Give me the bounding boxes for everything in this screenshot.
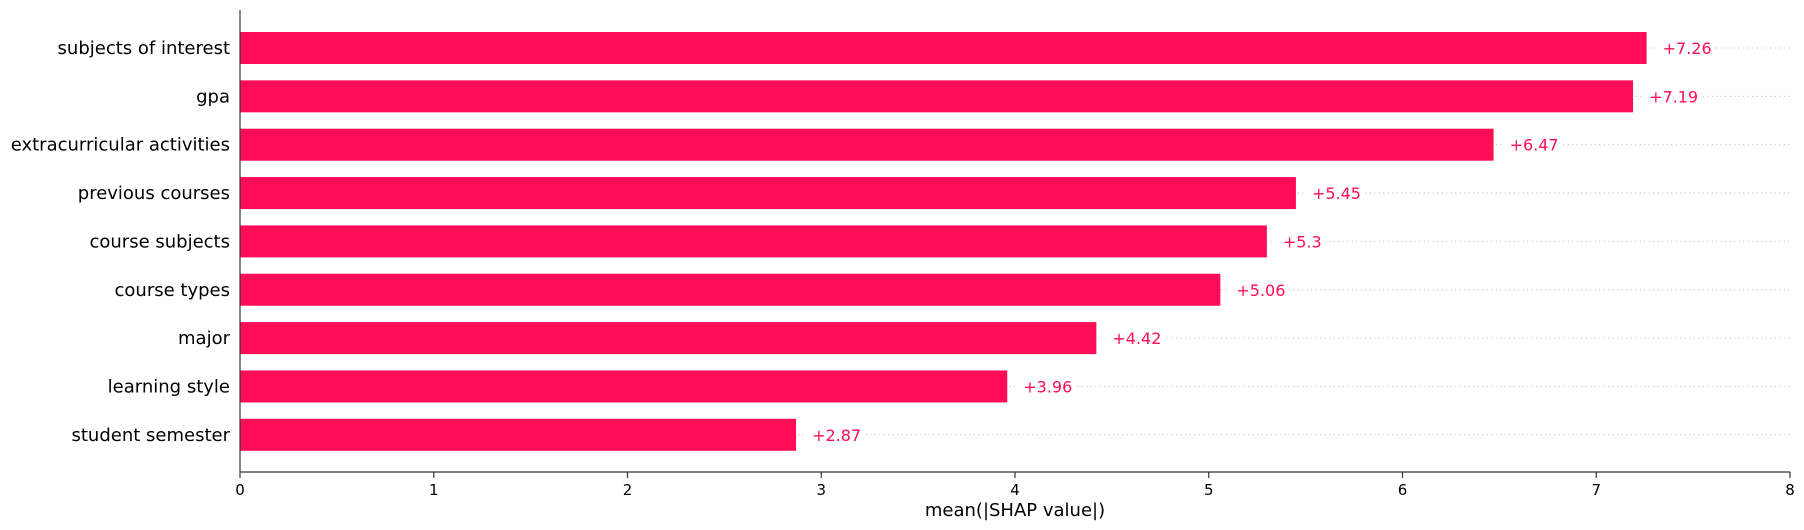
- category-label: subjects of interest: [58, 38, 230, 59]
- bar-extracurricular-activities: [240, 128, 1494, 161]
- bar-previous-courses: [240, 177, 1296, 210]
- bar-learning-style: [240, 370, 1008, 403]
- data-label-backing: [1274, 230, 1325, 253]
- data-label-backing: [1228, 278, 1289, 301]
- bars: [240, 32, 1647, 451]
- data-label: +5.3: [1283, 232, 1322, 251]
- x-tick-label: 1: [429, 481, 439, 499]
- data-label-backing: [1104, 327, 1165, 350]
- bar-major: [240, 322, 1097, 355]
- category-label: gpa: [196, 86, 230, 107]
- category-label: student semester: [71, 425, 230, 446]
- x-tick-label: 7: [1591, 481, 1601, 499]
- category-label: extracurricular activities: [11, 135, 230, 156]
- category-labels: subjects of interest gpa extracurricular a…: [11, 38, 231, 446]
- bar-course-subjects: [240, 225, 1267, 258]
- data-label-backing: [1641, 85, 1702, 108]
- bar-subjects-of-interest: [240, 32, 1647, 64]
- data-label-backing: [1015, 375, 1076, 398]
- x-tick-label: 6: [1398, 481, 1408, 499]
- x-tick-label: 2: [623, 481, 633, 499]
- data-label-backing: [804, 423, 865, 446]
- data-label: +4.42: [1112, 329, 1161, 348]
- x-tick-label: 3: [816, 481, 826, 499]
- category-label: learning style: [108, 376, 230, 397]
- data-label: +7.26: [1663, 39, 1712, 58]
- category-label: major: [178, 328, 231, 349]
- data-label: +6.47: [1510, 136, 1559, 155]
- data-label-backing: [1501, 133, 1562, 156]
- data-label: +3.96: [1023, 377, 1072, 396]
- data-label-backing: [1654, 37, 1715, 59]
- x-tick-label: 5: [1204, 481, 1214, 499]
- x-tick-label: 0: [235, 481, 245, 499]
- data-labels: +7.26 +7.19 +6.47 +5.45 +5.3 +5.06 +4.42 +3.96 +…: [804, 37, 1715, 446]
- bar-gpa: [240, 80, 1634, 113]
- category-label: course types: [115, 280, 230, 301]
- x-tick-label: 8: [1785, 481, 1795, 499]
- x-axis-title: mean(|SHAP value|): [925, 500, 1105, 521]
- category-label: previous courses: [78, 183, 230, 204]
- data-label-backing: [1303, 182, 1364, 205]
- data-label: +7.19: [1649, 87, 1698, 106]
- category-label: course subjects: [89, 231, 230, 252]
- bar-course-types: [240, 273, 1221, 306]
- bar-student-semester: [240, 418, 797, 451]
- data-label: +5.06: [1236, 281, 1285, 300]
- data-label: +2.87: [812, 426, 861, 445]
- data-label: +5.45: [1312, 184, 1361, 203]
- x-tick-label: 4: [1010, 481, 1020, 499]
- x-axis-ticks: 0 1 2 3 4 5 6 7 8: [235, 472, 1795, 499]
